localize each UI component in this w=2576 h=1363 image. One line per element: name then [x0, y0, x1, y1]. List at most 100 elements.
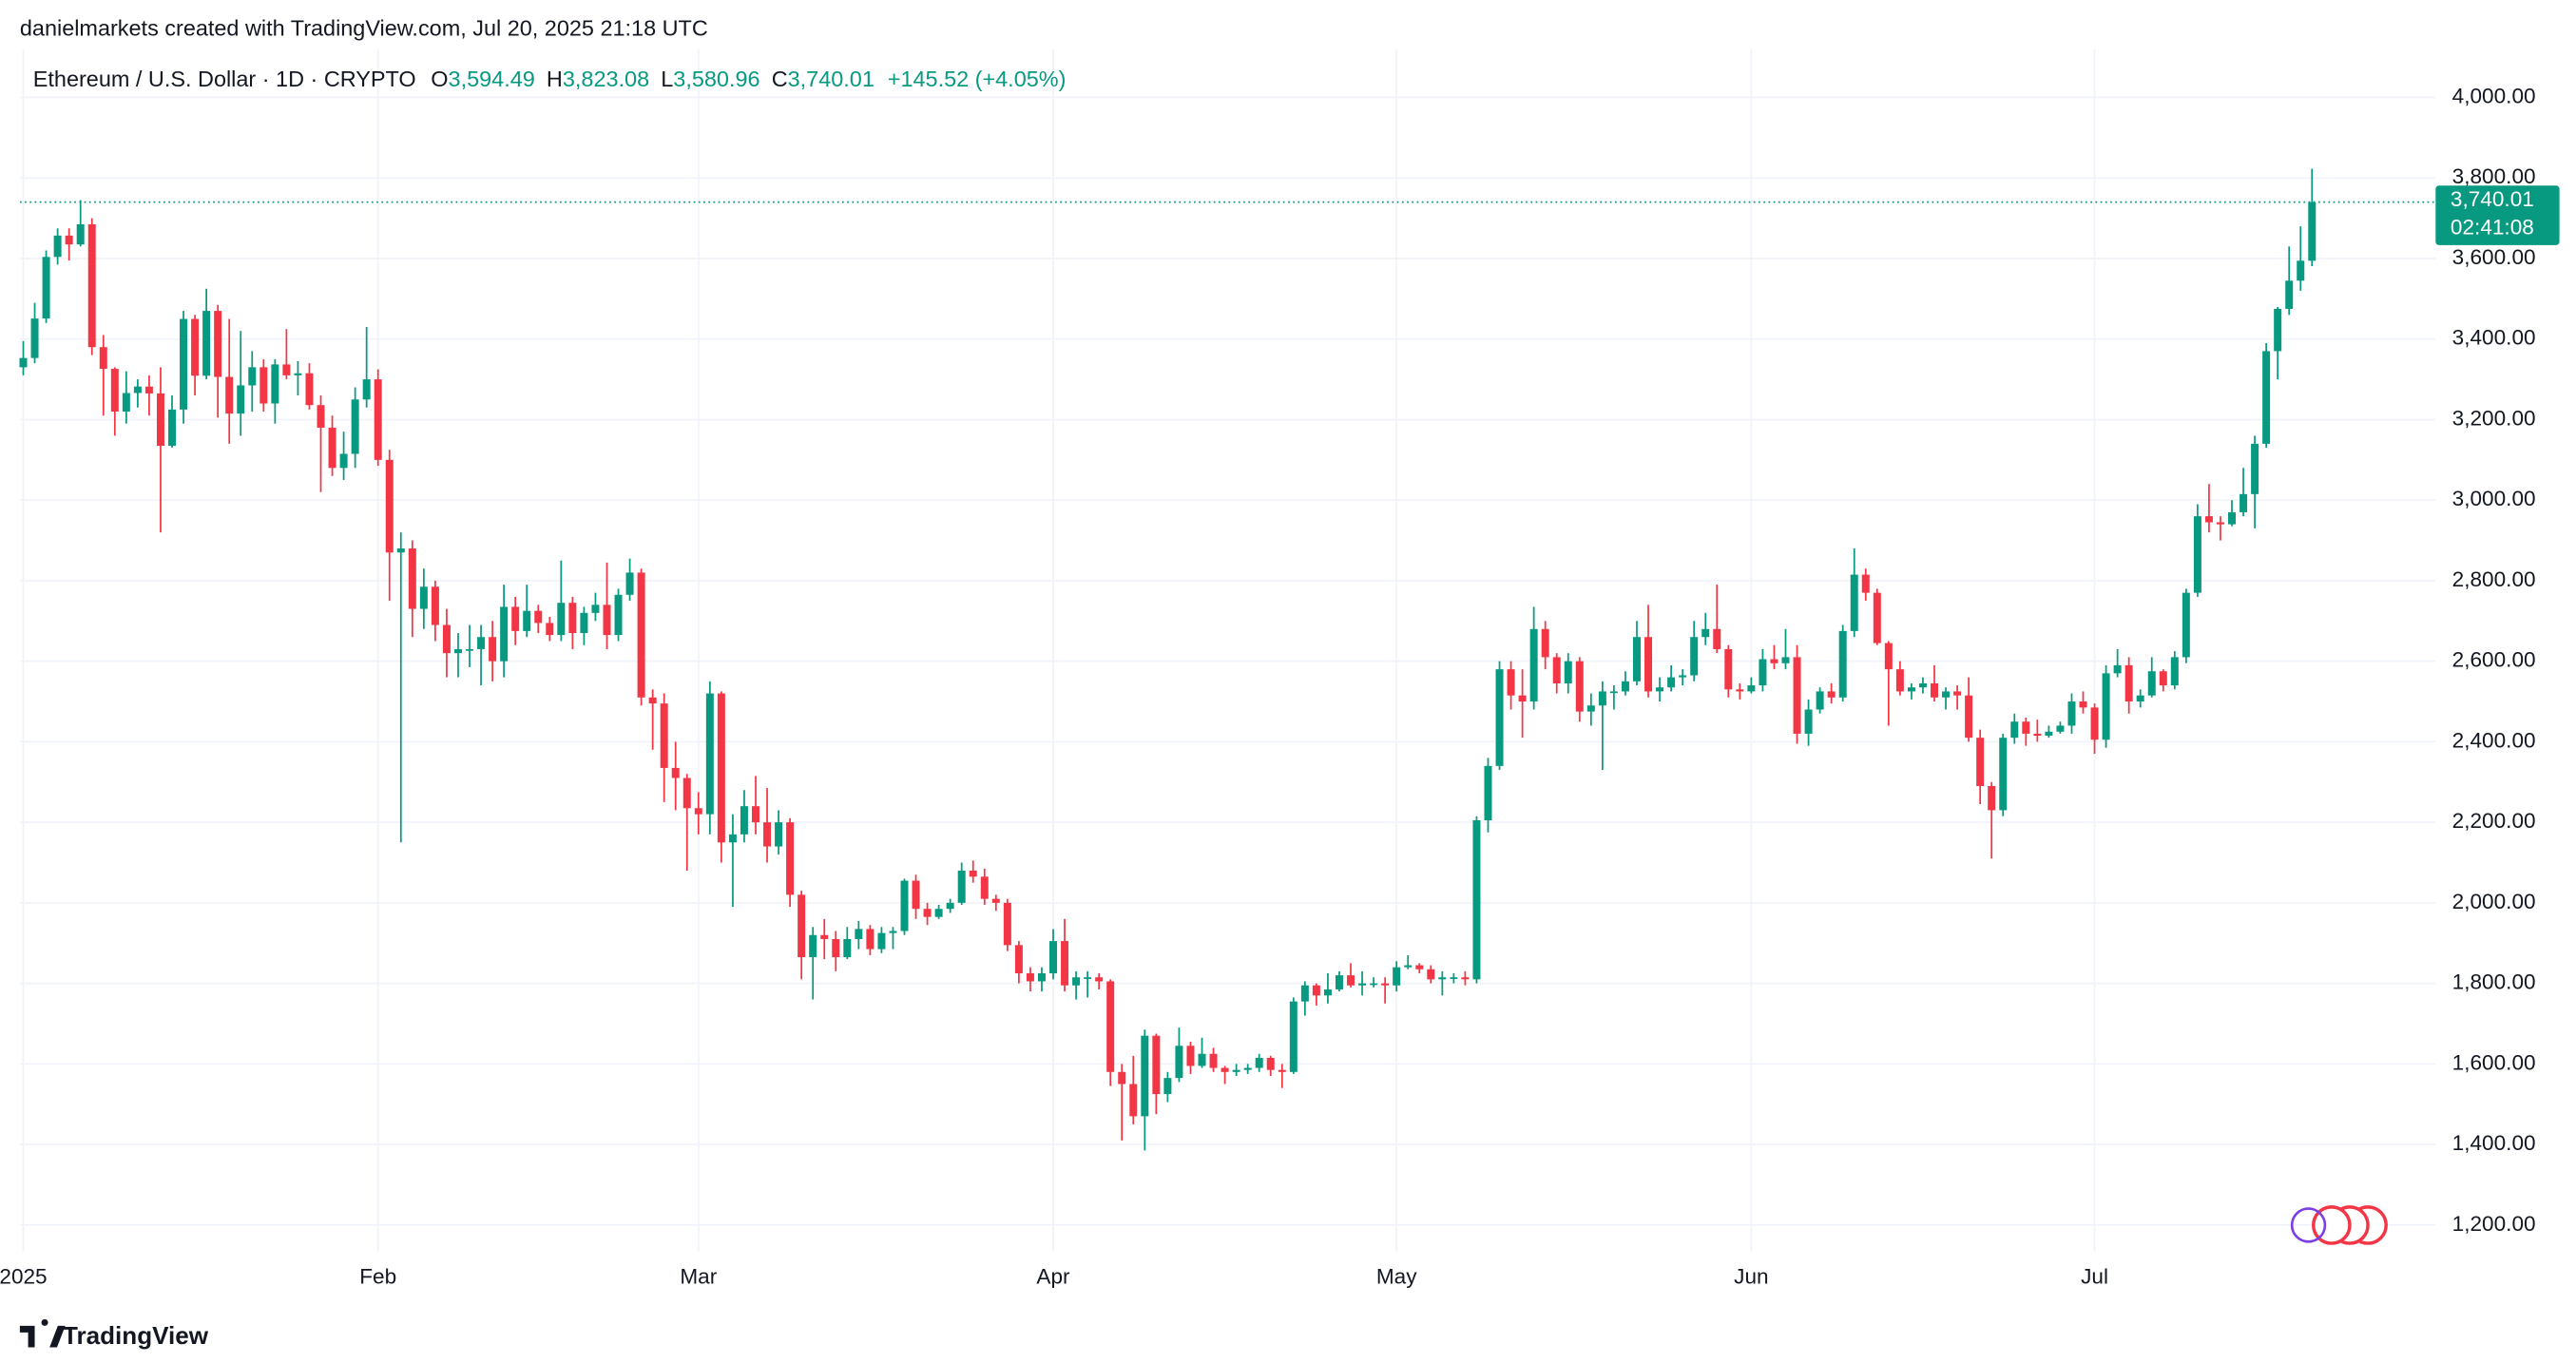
candle-body — [855, 929, 863, 939]
candle-body — [2251, 443, 2259, 494]
candle-body — [1278, 1069, 1286, 1072]
candle-body — [1175, 1046, 1183, 1079]
candle-body — [122, 393, 130, 412]
candle-body — [923, 909, 932, 917]
candle-body — [1370, 983, 1378, 986]
candle-body — [648, 697, 657, 704]
candle-body — [339, 453, 348, 469]
candle-body — [969, 870, 977, 877]
candle-body — [2056, 725, 2065, 732]
candle-body — [202, 311, 211, 376]
candle-body — [489, 637, 497, 662]
candle-body — [1484, 765, 1492, 821]
candle-body — [144, 386, 153, 394]
last-price-label: 3,740.01 — [2451, 187, 2534, 211]
candle-body — [2308, 202, 2316, 261]
candle-body — [1243, 1067, 1252, 1070]
candle-body — [625, 572, 634, 595]
ohlc-value: 3,823.08 — [563, 67, 649, 91]
x-tick-label: Jun — [1734, 1265, 1768, 1289]
candle-body — [2240, 493, 2248, 512]
candle-body — [2124, 664, 2133, 702]
x-tick-label: Jul — [2081, 1265, 2108, 1289]
symbol: Ethereum / U.S. Dollar · 1D · CRYPTO — [33, 67, 416, 91]
candle-body — [2090, 707, 2099, 740]
ohlc-value: 3,580.96 — [673, 67, 759, 91]
candle-body — [1999, 738, 2008, 811]
candle-body — [912, 880, 920, 910]
candle-body — [30, 318, 39, 358]
candle-body — [1152, 1035, 1161, 1095]
candle-body — [133, 386, 142, 394]
candle-body — [1564, 661, 1572, 683]
logo-mark — [19, 1318, 66, 1348]
candle-body — [1918, 682, 1927, 688]
candle-body — [1003, 902, 1011, 946]
candle-body — [2033, 733, 2042, 737]
candle-body — [660, 703, 668, 768]
candle-body — [1255, 1057, 1263, 1068]
y-tick-label: 3,600.00 — [2452, 245, 2536, 269]
candle-body — [832, 938, 840, 958]
candle-body — [1209, 1053, 1218, 1068]
candle-body — [603, 605, 611, 636]
x-tick-label: Apr — [1036, 1265, 1070, 1289]
candle-body — [1323, 989, 1332, 996]
candle-body — [1895, 669, 1904, 692]
candle-body — [957, 870, 966, 903]
candle-body — [1118, 1071, 1126, 1085]
candle-body — [1586, 705, 1595, 712]
candle-body — [1724, 648, 1733, 690]
candle-body — [225, 376, 234, 414]
candle-body — [1621, 681, 1629, 692]
candle-body — [1976, 738, 1985, 786]
candle-body — [2182, 592, 2190, 658]
candle-body — [820, 934, 829, 939]
candle-body — [317, 405, 325, 428]
y-tick-label: 3,000.00 — [2452, 487, 2536, 510]
candle-body — [1335, 975, 1343, 989]
candle-body — [328, 427, 336, 469]
candle-body — [1026, 972, 1034, 982]
candle-body — [99, 347, 107, 370]
candle-body — [453, 648, 462, 654]
candle-body — [1838, 630, 1847, 698]
candle-body — [705, 693, 714, 815]
countdown-label: 02:41:08 — [2451, 215, 2534, 239]
candle-body — [809, 934, 817, 958]
candle-body — [1072, 977, 1081, 986]
candle-body — [1312, 985, 1320, 996]
candle-body — [1679, 675, 1687, 678]
candle-body — [2067, 701, 2076, 726]
candle-body — [1632, 637, 1641, 682]
candle-body — [110, 369, 119, 412]
candle-body — [1358, 983, 1367, 986]
candle-body — [1713, 628, 1721, 649]
y-tick-label: 1,400.00 — [2452, 1131, 2536, 1155]
ohlc-key: C — [772, 67, 788, 91]
candle-body — [1266, 1057, 1275, 1070]
candle-body — [1037, 972, 1046, 982]
candle-body — [1461, 977, 1470, 980]
candle-body — [442, 624, 451, 654]
candle-body — [671, 767, 680, 778]
candle-body — [2079, 701, 2087, 708]
x-tick-label: 2025 — [0, 1265, 48, 1289]
candle-body — [53, 235, 62, 258]
footer-brand: TradingView — [63, 1321, 209, 1350]
candle-body — [1667, 677, 1676, 688]
candle-body — [1965, 695, 1973, 739]
y-tick-label: 2,600.00 — [2452, 648, 2536, 672]
candle-body — [728, 834, 737, 843]
candle-body — [1393, 967, 1401, 986]
y-tick-label: 3,800.00 — [2452, 164, 2536, 188]
candle-body — [1656, 687, 1664, 692]
candle-body — [1701, 628, 1710, 638]
candle-body — [523, 610, 531, 631]
candle-body — [87, 223, 96, 348]
candle-body — [1644, 637, 1653, 692]
candle-body — [591, 605, 600, 613]
candle-body — [1472, 820, 1481, 980]
candle-body — [763, 822, 772, 847]
